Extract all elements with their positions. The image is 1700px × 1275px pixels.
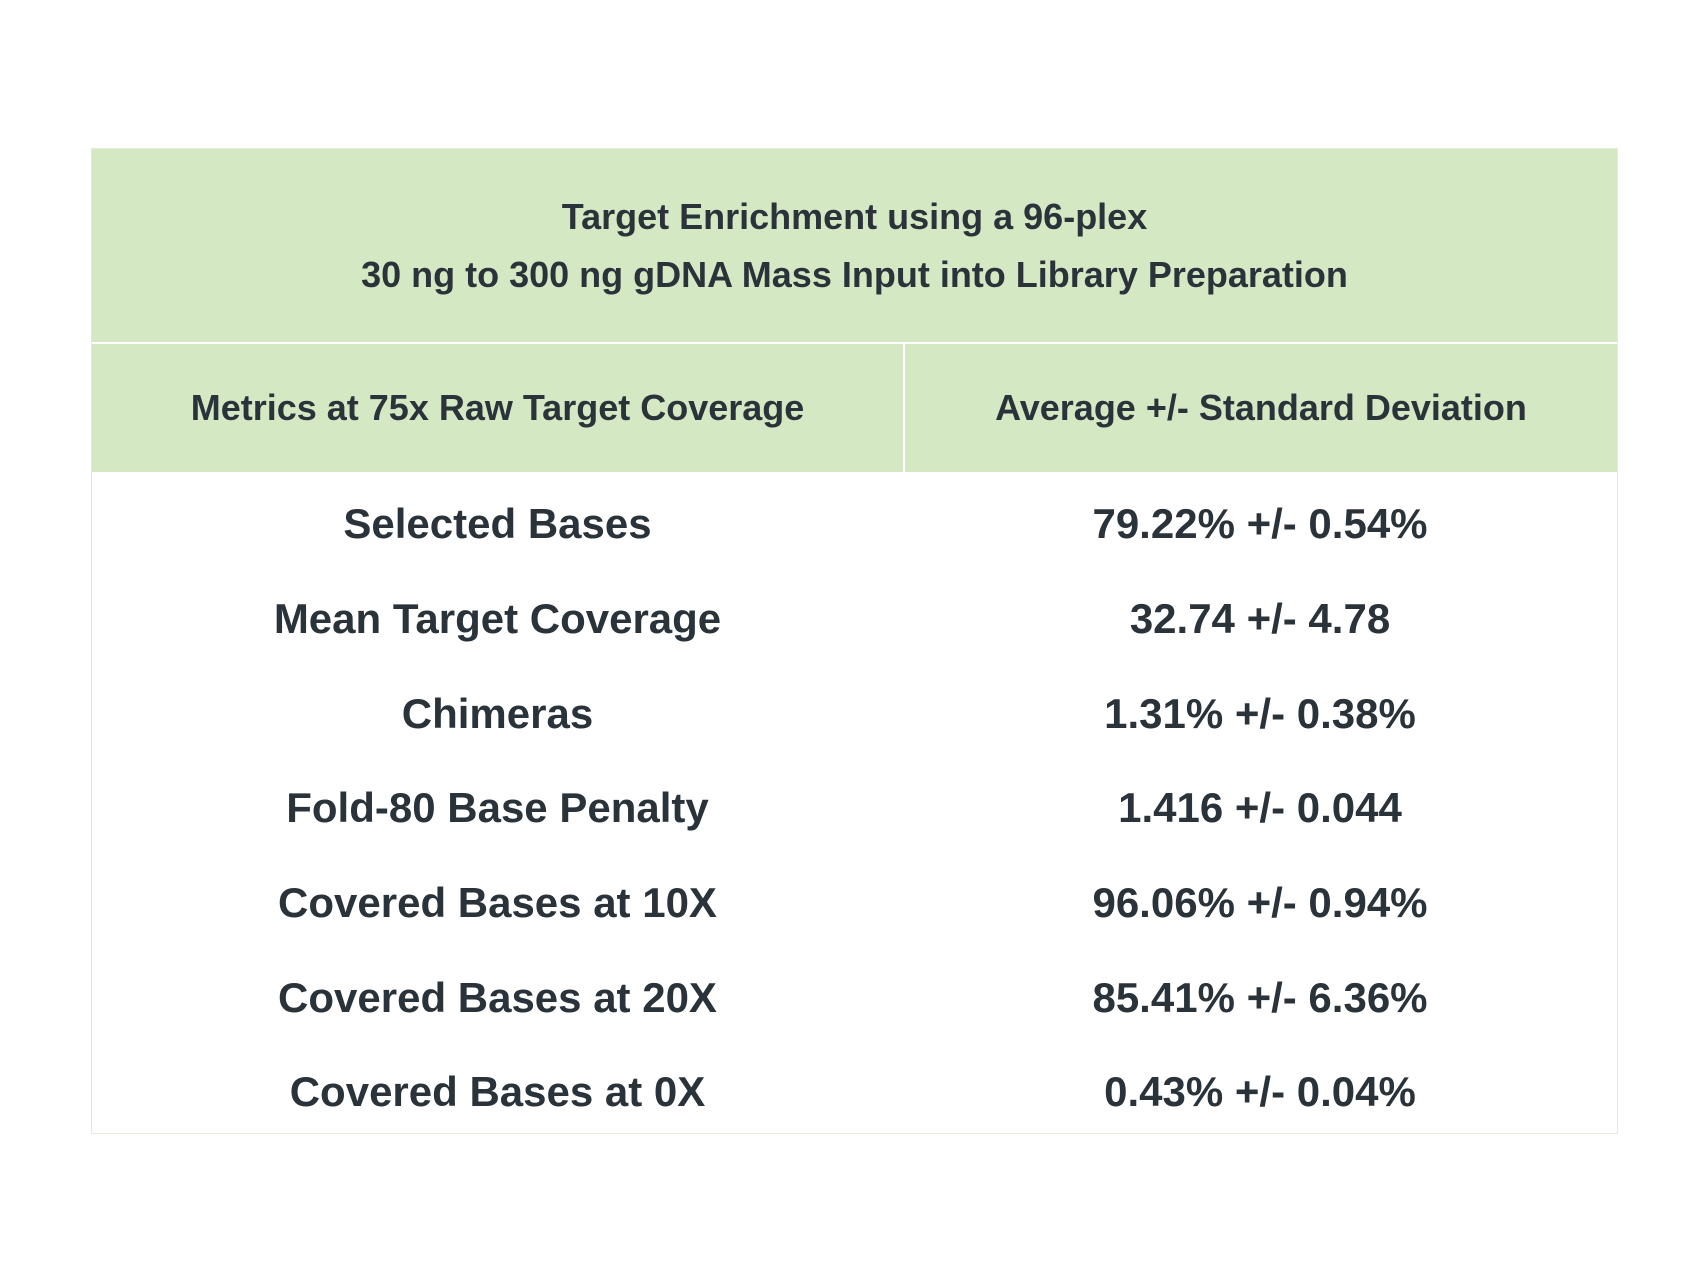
metric-cell: Chimeras [401,689,594,737]
column-header-metrics: Metrics at 75x Raw Target Coverage [92,344,905,472]
table-row: Fold-80 Base Penalty 1.416 +/- 0.044 [92,761,1617,856]
value-cell: 1.416 +/- 0.044 [1118,784,1402,832]
metric-cell: Covered Bases at 0X [289,1068,706,1116]
table-row: Selected Bases 79.22% +/- 0.54% [92,477,1617,572]
column-header-average: Average +/- Standard Deviation [995,387,1527,428]
value-cell: 0.43% +/- 0.04% [1104,1068,1416,1116]
table-row: Covered Bases at 10X 96.06% +/- 0.94% [92,856,1617,951]
metric-cell: Fold-80 Base Penalty [286,784,709,832]
table-body: Selected Bases 79.22% +/- 0.54% Mean Tar… [92,472,1617,1140]
table-title-line-2: 30 ng to 300 ng gDNA Mass Input into Lib… [361,253,1348,295]
table-title-line-1: Target Enrichment using a 96-plex [561,195,1148,237]
metric-cell: Selected Bases [343,500,652,548]
value-cell: 32.74 +/- 4.78 [1129,595,1391,643]
table-header-row: Metrics at 75x Raw Target Coverage Avera… [92,342,1617,472]
table-row: Covered Bases at 0X 0.43% +/- 0.04% [92,1045,1617,1140]
value-cell: 96.06% +/- 0.94% [1092,879,1428,927]
value-cell: 1.31% +/- 0.38% [1104,689,1416,737]
table-row: Covered Bases at 20X 85.41% +/- 6.36% [92,950,1617,1045]
metric-cell: Mean Target Coverage [273,595,722,643]
value-cell: 79.22% +/- 0.54% [1092,500,1428,548]
metric-cell: Covered Bases at 20X [278,973,717,1021]
metrics-table: Target Enrichment using a 96-plex 30 ng … [91,148,1618,1134]
table-row: Mean Target Coverage 32.74 +/- 4.78 [92,572,1617,667]
metric-cell: Covered Bases at 10X [278,879,717,927]
table-title: Target Enrichment using a 96-plex 30 ng … [92,149,1617,342]
value-cell: 85.41% +/- 6.36% [1092,973,1428,1021]
table-row: Chimeras 1.31% +/- 0.38% [92,666,1617,761]
